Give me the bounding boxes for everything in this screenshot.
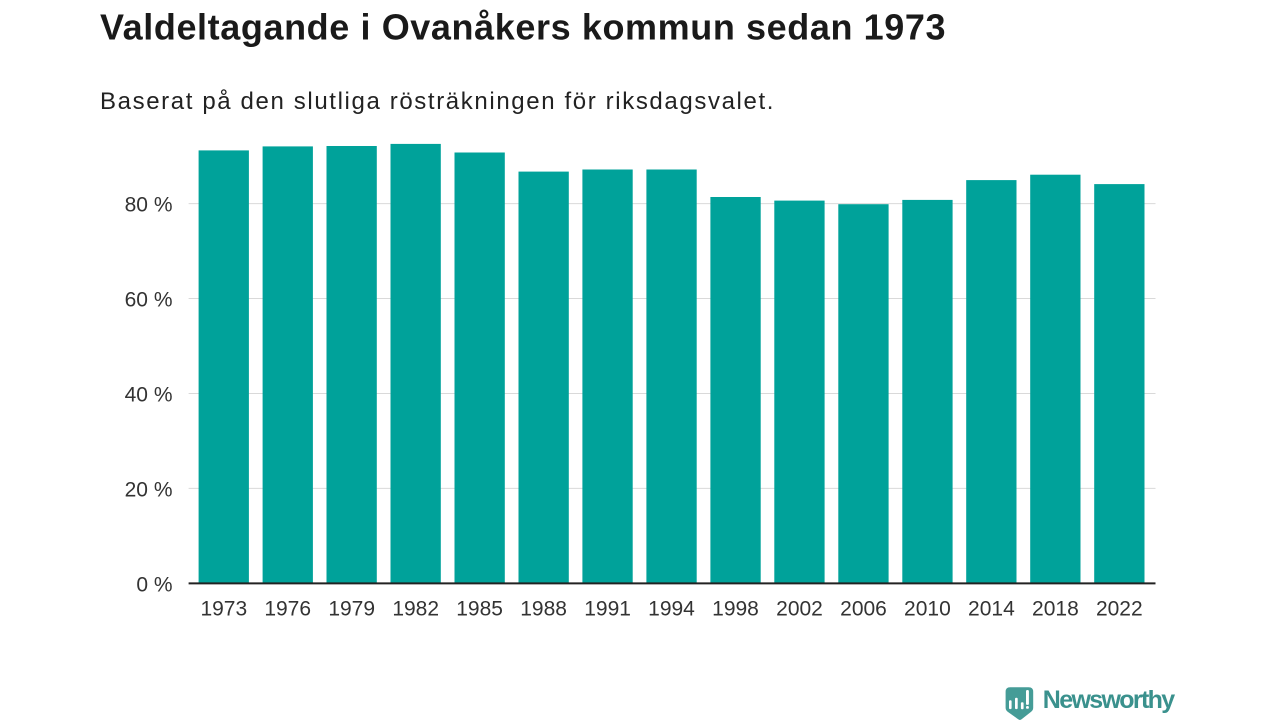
svg-text:1991: 1991: [584, 597, 631, 620]
svg-text:0 %: 0 %: [136, 573, 172, 596]
svg-text:20 %: 20 %: [125, 478, 173, 501]
svg-text:1982: 1982: [392, 597, 439, 620]
svg-text:60 %: 60 %: [125, 289, 173, 312]
svg-text:2018: 2018: [1032, 597, 1079, 620]
svg-text:Newsworthy: Newsworthy: [1043, 686, 1175, 714]
svg-text:2010: 2010: [904, 597, 951, 620]
svg-text:1994: 1994: [648, 597, 695, 620]
svg-text:Valdeltagande i Ovanåkers komm: Valdeltagande i Ovanåkers kommun sedan 1…: [100, 6, 946, 47]
svg-text:1985: 1985: [456, 597, 503, 620]
svg-text:2006: 2006: [840, 597, 887, 620]
svg-text:40 %: 40 %: [125, 384, 173, 407]
svg-text:Baserat på den slutliga rösträ: Baserat på den slutliga rösträkningen fö…: [100, 88, 775, 115]
svg-text:1979: 1979: [328, 597, 375, 620]
svg-text:1998: 1998: [712, 597, 759, 620]
svg-text:1973: 1973: [200, 597, 247, 620]
svg-text:2002: 2002: [776, 597, 823, 620]
svg-text:1988: 1988: [520, 597, 567, 620]
svg-text:80 %: 80 %: [125, 194, 173, 217]
svg-text:2022: 2022: [1096, 597, 1143, 620]
svg-text:2014: 2014: [968, 597, 1015, 620]
svg-text:1976: 1976: [264, 597, 311, 620]
